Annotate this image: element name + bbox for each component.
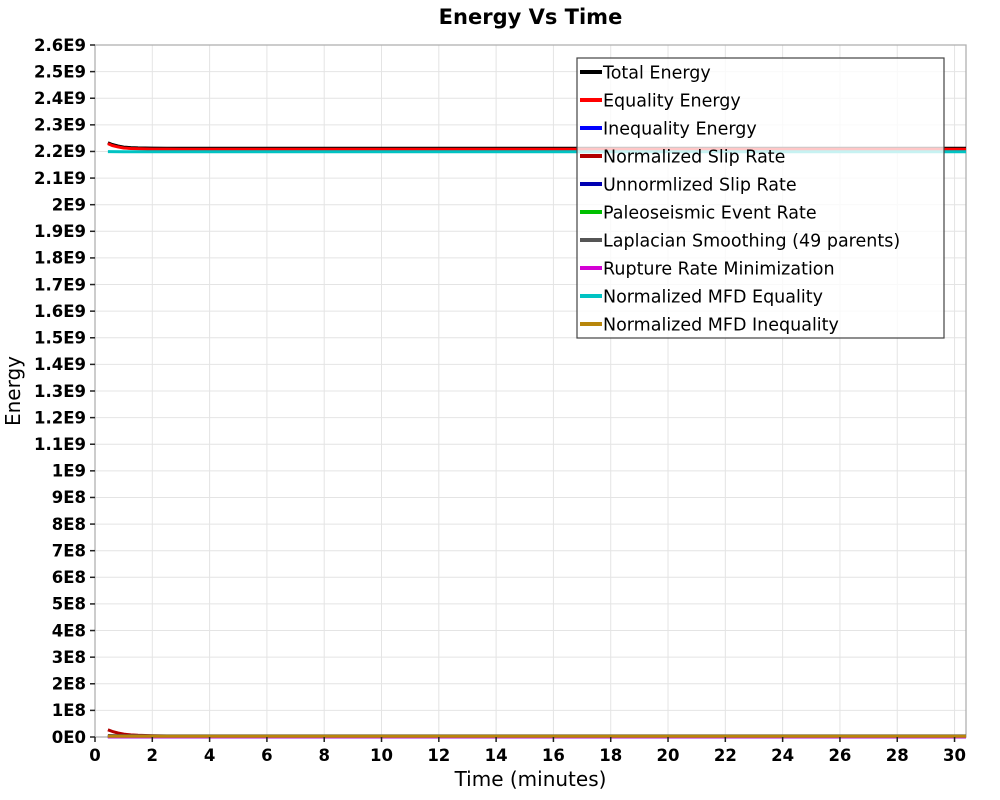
x-tick-label: 16	[542, 746, 565, 765]
y-tick-label: 5E8	[52, 595, 86, 614]
y-tick-label: 9E8	[52, 488, 86, 507]
y-axis-title: Energy	[1, 356, 25, 426]
x-tick-label: 30	[943, 746, 966, 765]
y-tick-label: 1.3E9	[34, 382, 86, 401]
y-tick-label: 1.9E9	[34, 222, 86, 241]
legend-label: Laplacian Smoothing (49 parents)	[603, 231, 900, 251]
x-tick-label: 24	[771, 746, 794, 765]
legend-label: Inequality Energy	[603, 119, 757, 139]
y-tick-label: 1.6E9	[34, 302, 86, 321]
x-tick-label: 12	[427, 746, 450, 765]
y-tick-label: 1.4E9	[34, 355, 86, 374]
y-tick-label: 4E8	[52, 621, 86, 640]
x-tick-label: 6	[261, 746, 272, 765]
legend-box	[576, 57, 945, 339]
y-tick-label: 1E8	[52, 701, 86, 720]
x-tick-label: 26	[828, 746, 851, 765]
y-tick-label: 2.2E9	[34, 142, 86, 161]
legend-label: Unnormlized Slip Rate	[603, 175, 797, 195]
x-tick-label: 8	[318, 746, 329, 765]
legend-label: Rupture Rate Minimization	[603, 259, 835, 279]
y-tick-label: 2E8	[52, 675, 86, 694]
y-tick-label: 8E8	[52, 515, 86, 534]
y-tick-label: 2.1E9	[34, 169, 86, 188]
series-line-equality-energy	[107, 142, 966, 151]
x-tick-label: 14	[485, 746, 508, 765]
y-tick-label: 1.1E9	[34, 435, 86, 454]
y-tick-label: 1.2E9	[34, 408, 86, 427]
x-tick-label: 10	[370, 746, 393, 765]
x-axis-title: Time (minutes)	[454, 767, 607, 791]
y-tick-label: 0E0	[52, 728, 86, 747]
legend-label: Normalized Slip Rate	[603, 147, 785, 167]
y-tick-label: 7E8	[52, 541, 86, 560]
y-tick-label: 3E8	[52, 648, 86, 667]
y-tick-label: 2.6E9	[34, 36, 86, 55]
legend-label: Normalized MFD Equality	[603, 287, 823, 307]
y-tick-label: 6E8	[52, 568, 86, 587]
x-tick-label: 2	[147, 746, 158, 765]
x-tick-label: 0	[89, 746, 100, 765]
y-tick-label: 2.3E9	[34, 116, 86, 135]
x-tick-label: 22	[714, 746, 737, 765]
y-tick-label: 2.4E9	[34, 89, 86, 108]
x-tick-label: 28	[886, 746, 909, 765]
y-tick-label: 2E9	[52, 195, 86, 214]
legend-label: Normalized MFD Inequality	[603, 315, 839, 335]
x-tick-label: 20	[657, 746, 680, 765]
y-tick-label: 1.8E9	[34, 249, 86, 268]
y-tick-label: 2.5E9	[34, 62, 86, 81]
y-tick-label: 1E9	[52, 462, 86, 481]
legend-label: Paleoseismic Event Rate	[603, 203, 817, 223]
y-tick-label: 1.7E9	[34, 275, 86, 294]
x-tick-label: 18	[599, 746, 622, 765]
legend-label: Total Energy	[602, 63, 711, 83]
x-tick-label: 4	[204, 746, 215, 765]
legend-label: Equality Energy	[603, 91, 741, 111]
chart-title: Energy Vs Time	[439, 5, 623, 29]
y-tick-label: 1.5E9	[34, 329, 86, 348]
